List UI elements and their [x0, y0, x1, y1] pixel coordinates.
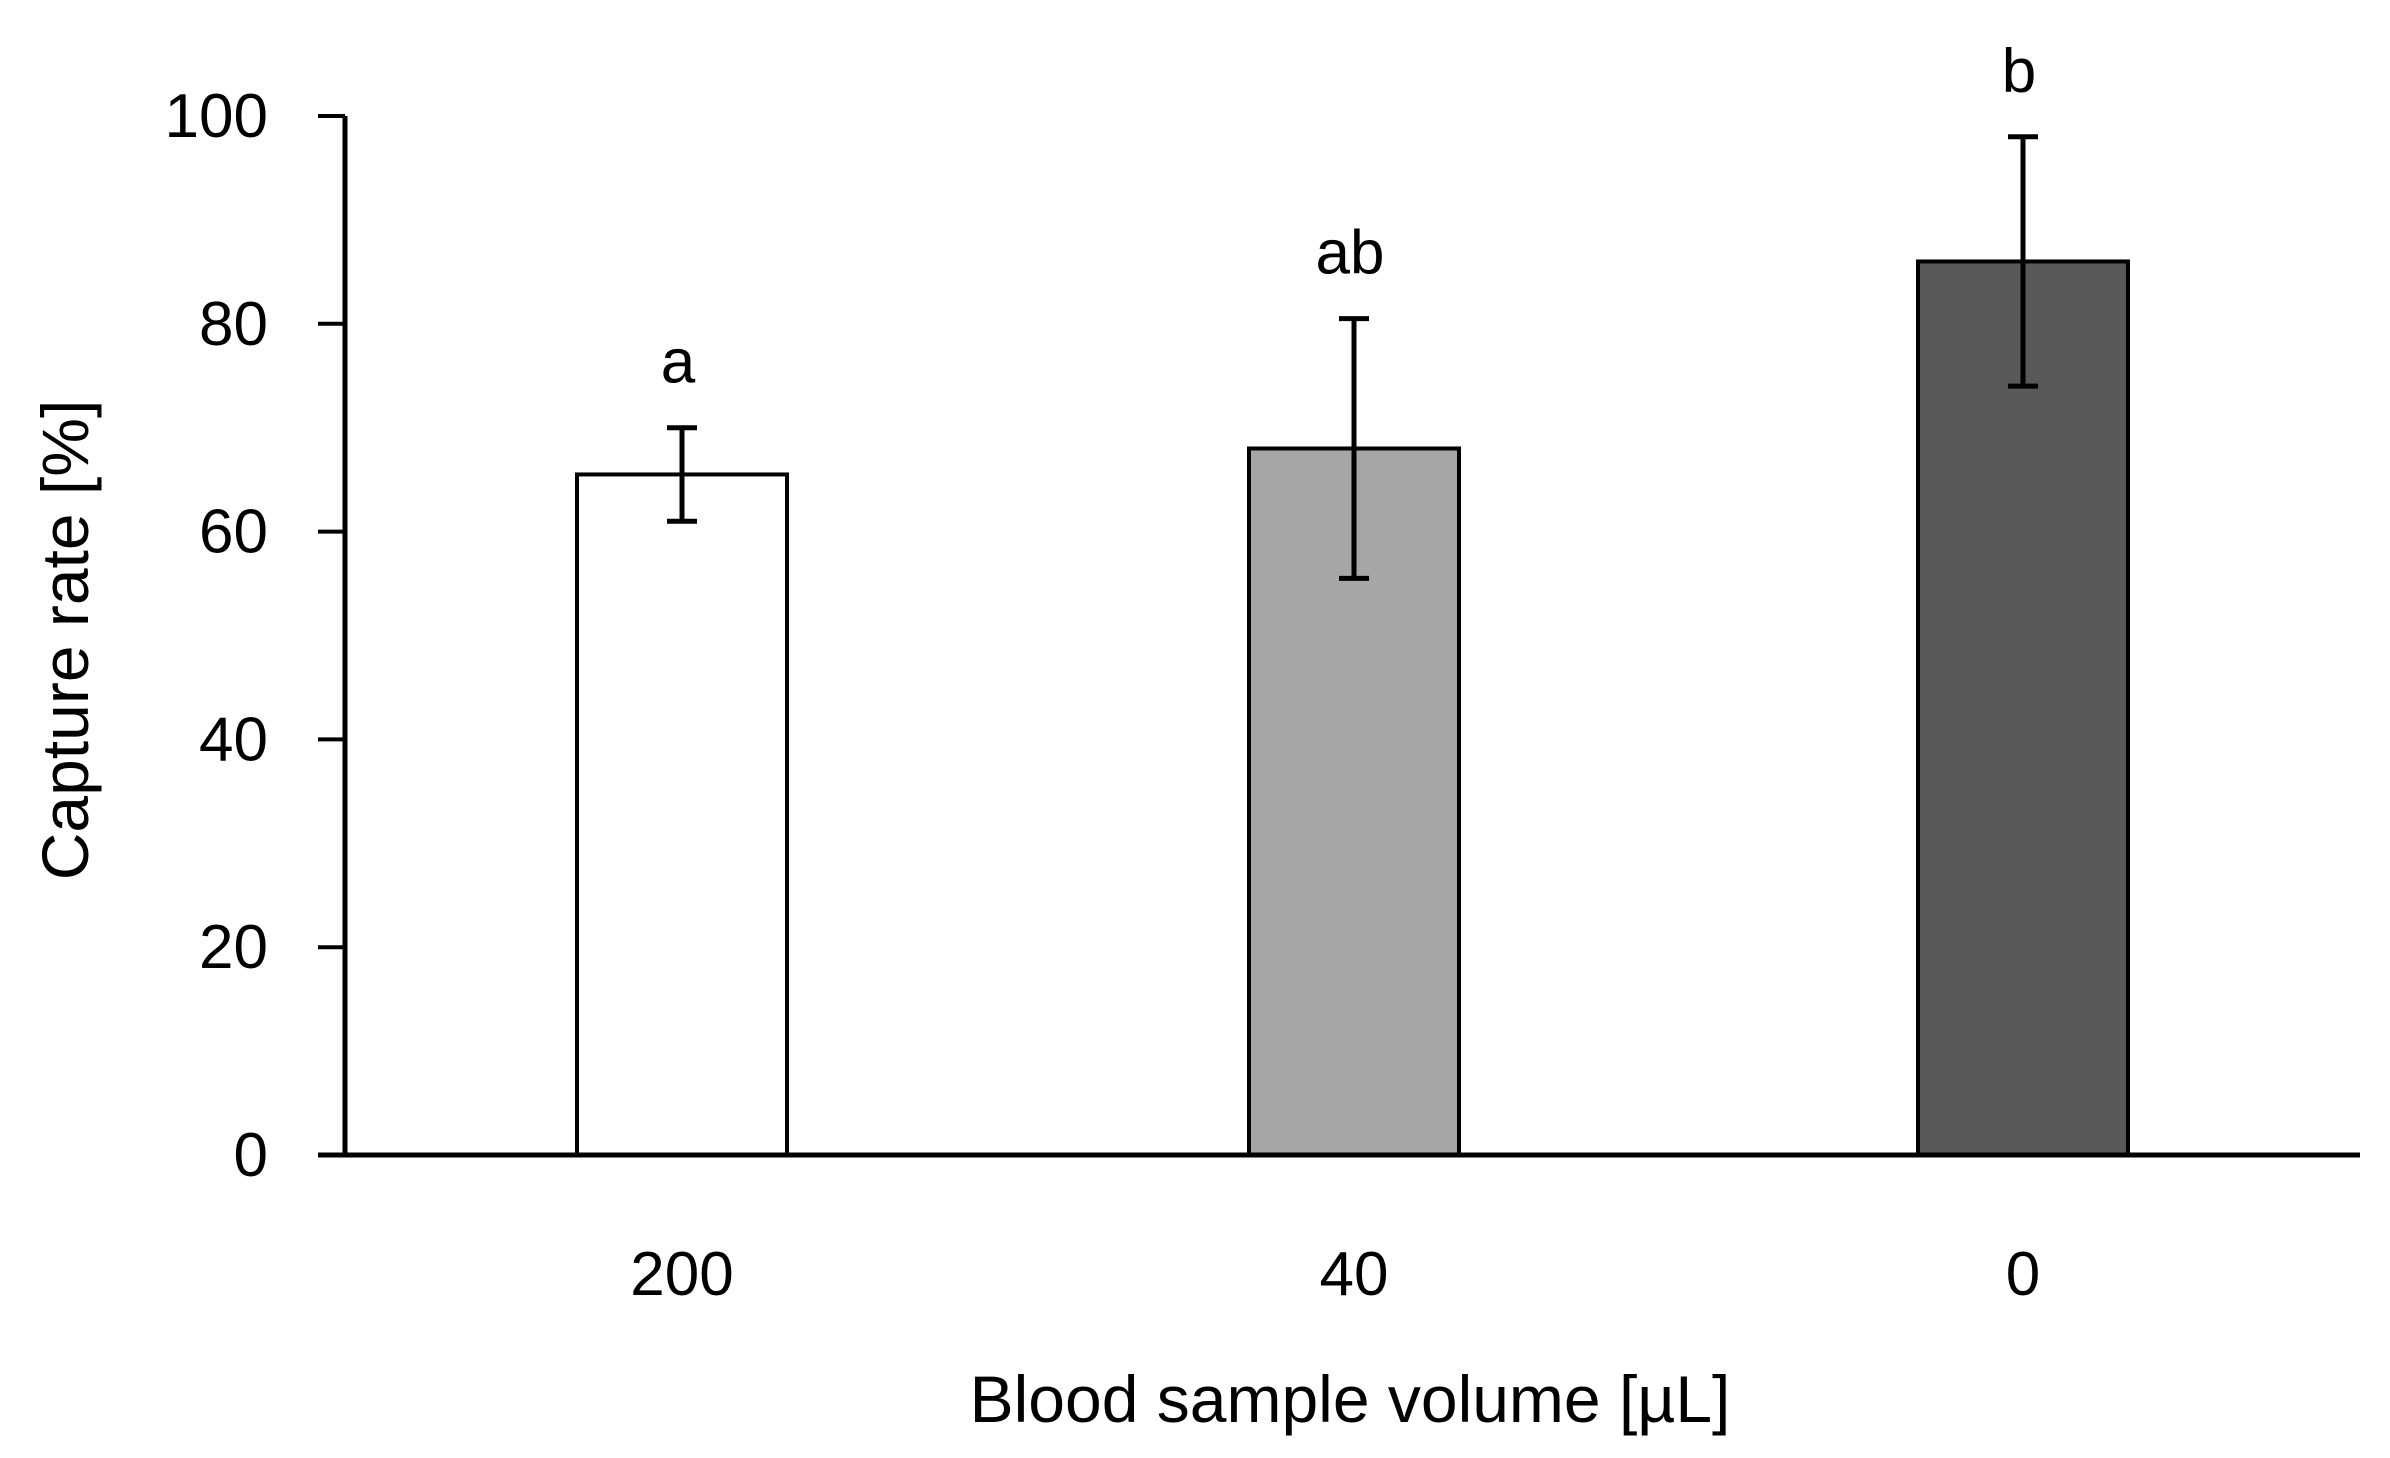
- y-axis-ticks: 0 20 40 60 80 100: [165, 82, 345, 1190]
- significance-labels: a ab b: [661, 37, 2036, 397]
- y-axis-title: Capture rate [%]: [28, 400, 102, 881]
- x-tick-label: 40: [1320, 1240, 1389, 1309]
- y-tick-label: 0: [234, 1121, 268, 1190]
- x-tick-label: 200: [630, 1240, 733, 1309]
- y-tick-label: 100: [165, 82, 268, 151]
- x-axis-tick-labels: 200 40 0: [630, 1240, 2040, 1309]
- y-tick-label: 80: [199, 290, 268, 359]
- y-tick-label: 60: [199, 498, 268, 567]
- y-tick-label: 20: [199, 913, 268, 982]
- x-tick-label: 0: [2006, 1240, 2040, 1309]
- significance-label: b: [2002, 37, 2036, 106]
- significance-label: a: [661, 328, 696, 397]
- bar: [575, 472, 789, 1157]
- x-axis-title: Blood sample volume [µL]: [970, 1362, 1731, 1436]
- error-bars: [667, 134, 2038, 581]
- bar: [1916, 259, 2130, 1157]
- y-tick-label: 40: [199, 705, 268, 774]
- significance-label: ab: [1316, 219, 1385, 288]
- bars: [575, 259, 2130, 1158]
- axes: [318, 116, 2360, 1158]
